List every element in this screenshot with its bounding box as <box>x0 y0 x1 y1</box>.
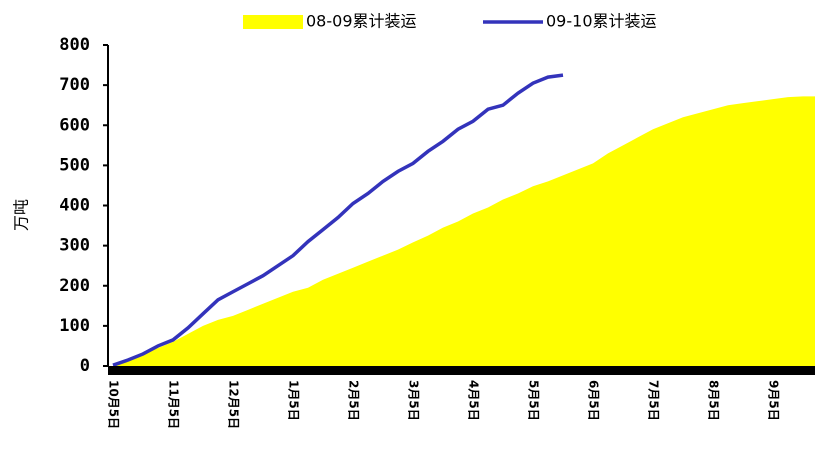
x-tick-label: 2月5日 <box>347 380 361 421</box>
y-tick-label: 0 <box>80 356 90 376</box>
y-tick-label: 100 <box>59 316 90 336</box>
x-tick-label: 7月5日 <box>647 380 661 421</box>
x-tick-label: 9月5日 <box>767 380 781 421</box>
y-tick-label: 200 <box>59 276 90 296</box>
y-tick-label: 500 <box>59 155 90 175</box>
x-tick-label: 12月5日 <box>227 380 241 429</box>
y-tick-label: 800 <box>59 35 90 55</box>
x-tick-label: 3月5日 <box>407 380 421 421</box>
x-axis <box>108 366 815 375</box>
y-axis-label: 万吨 <box>12 199 31 231</box>
legend-swatch <box>243 15 303 29</box>
x-tick-label: 5月5日 <box>527 380 541 421</box>
y-tick-label: 700 <box>59 75 90 95</box>
line <box>112 73 564 367</box>
x-tick-label: 4月5日 <box>467 380 481 421</box>
y-tick-label: 300 <box>59 236 90 256</box>
y-tick-label: 600 <box>59 115 90 135</box>
x-tick-label: 8月5日 <box>707 380 721 421</box>
area <box>108 96 815 367</box>
x-tick-label: 6月5日 <box>587 380 601 421</box>
legend-label: 08-09累计装运 <box>306 12 417 31</box>
x-tick-label: 10月5日 <box>107 380 121 429</box>
x-tick-label: 1月5日 <box>287 380 301 421</box>
y-tick-label: 400 <box>59 196 90 216</box>
legend-label: 09-10累计装运 <box>546 12 657 31</box>
x-tick-label: 11月5日 <box>167 380 181 429</box>
